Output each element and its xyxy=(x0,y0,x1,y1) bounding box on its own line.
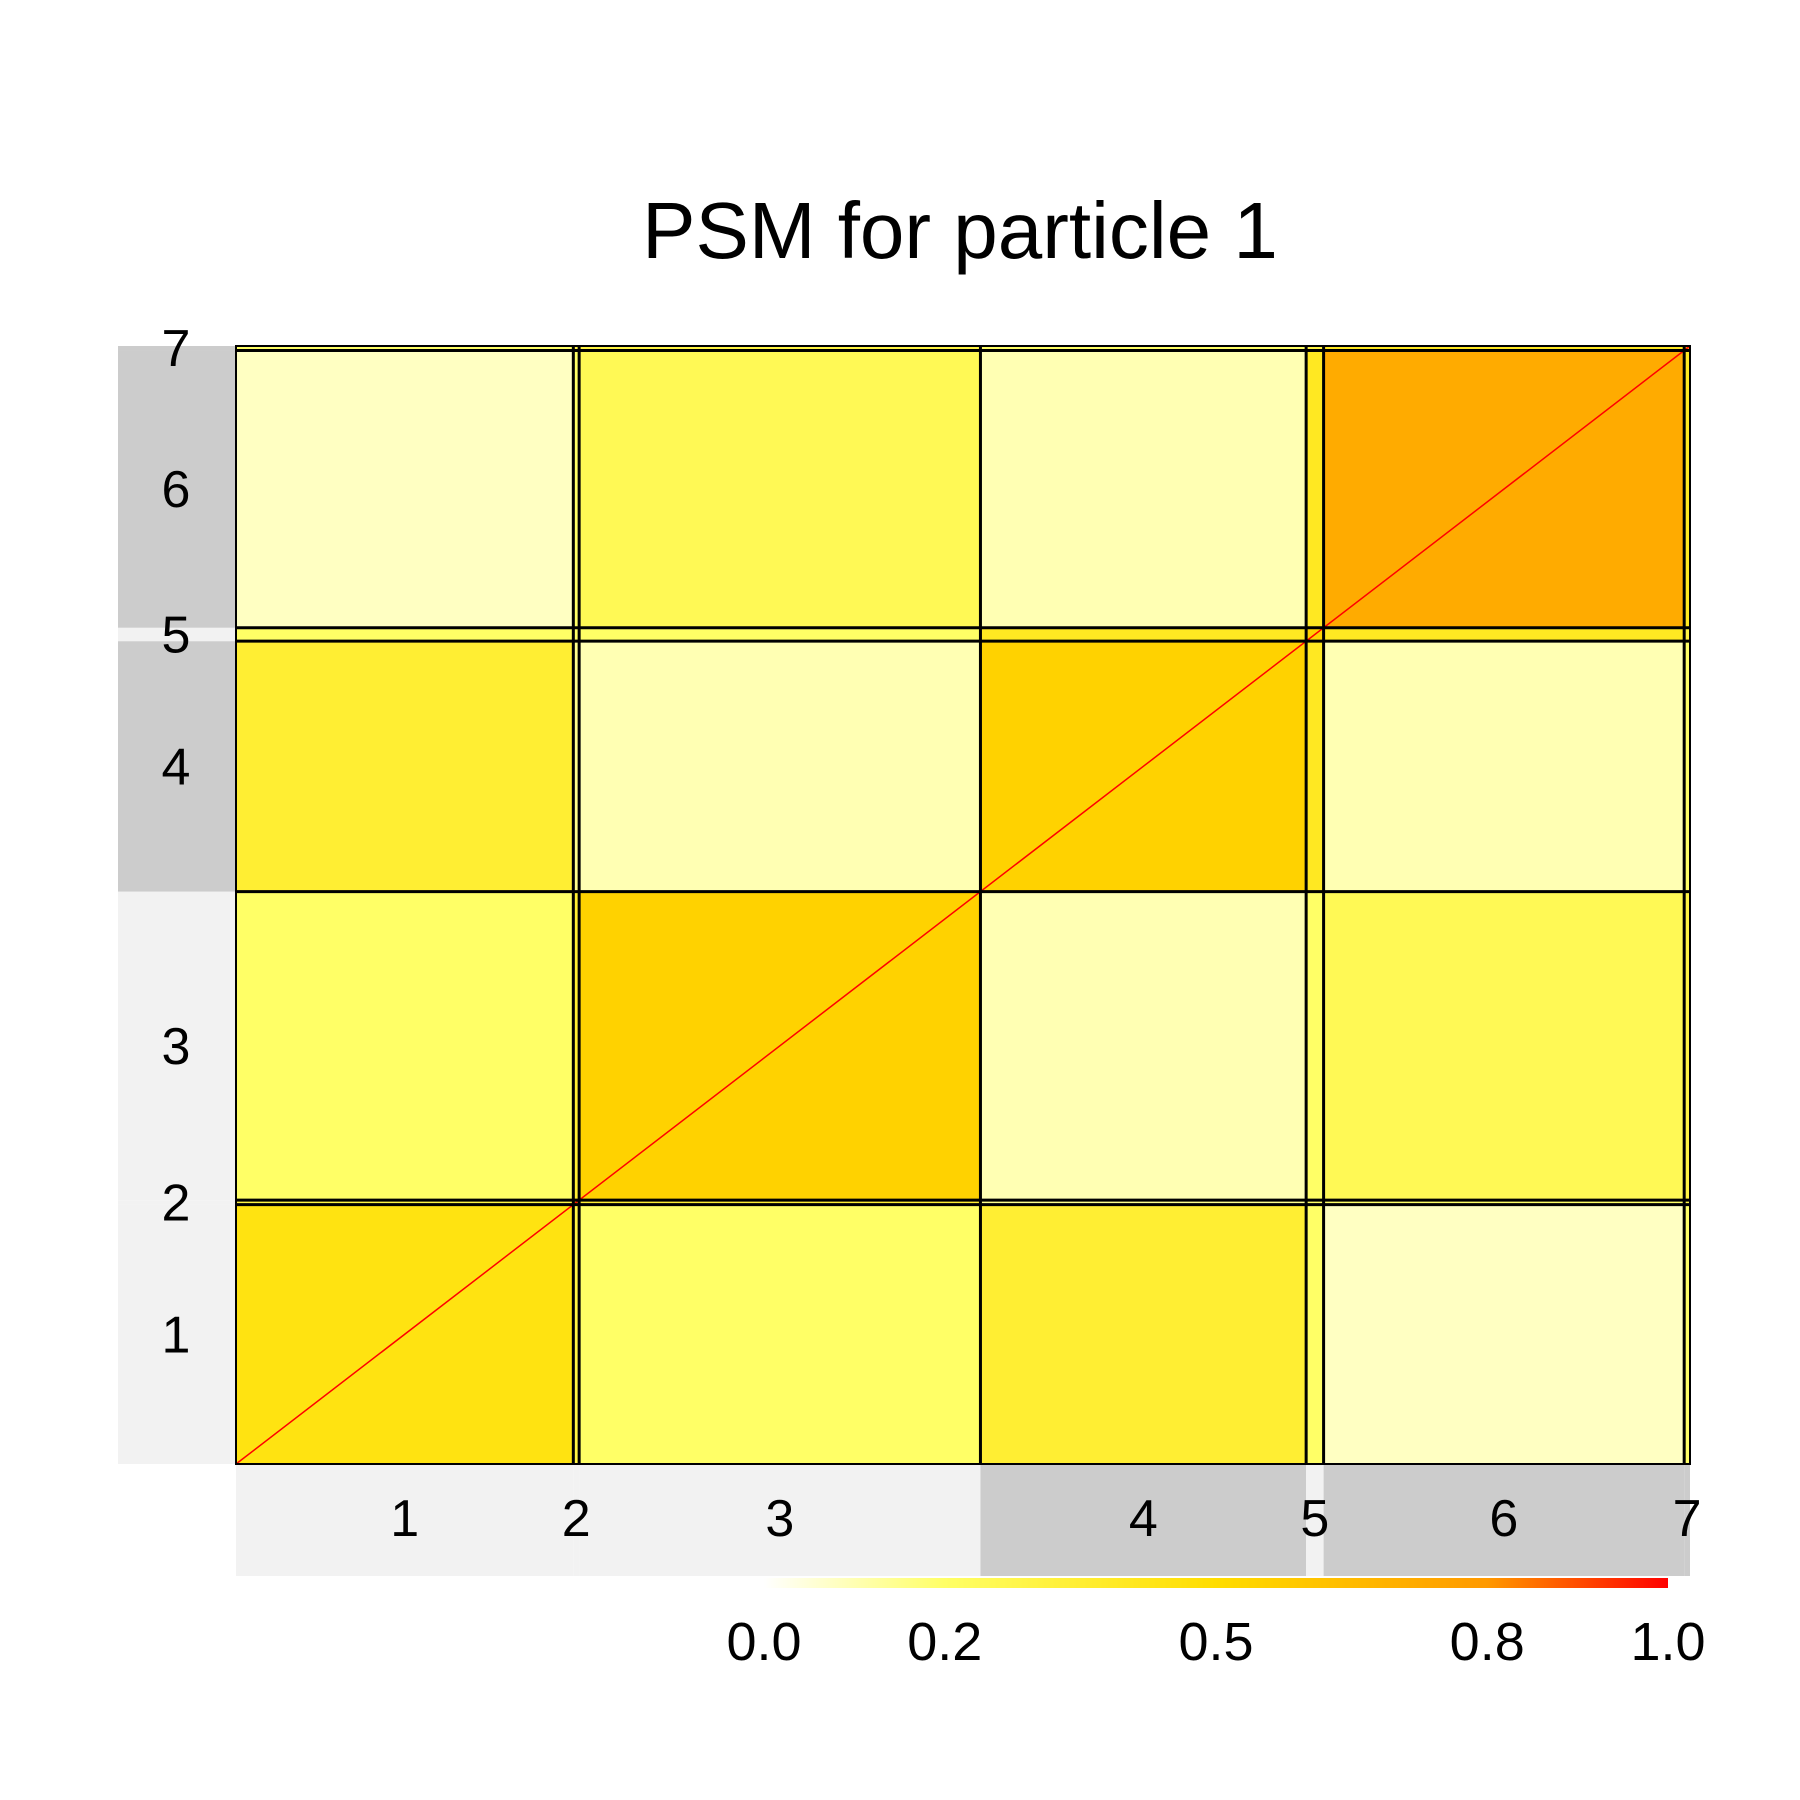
heat-cell-7-6 xyxy=(1684,350,1690,628)
heat-cell-3-1 xyxy=(579,1204,981,1464)
heat-cell-1-7 xyxy=(236,346,574,351)
x-tick-label-1: 1 xyxy=(390,1490,419,1548)
heat-cell-5-4 xyxy=(1306,641,1324,892)
x-strip-cluster-6 xyxy=(1323,1464,1685,1576)
y-strip-cluster-3 xyxy=(118,891,236,1201)
colorbar-gradient xyxy=(764,1578,1668,1588)
y-strip-cluster-5 xyxy=(118,627,236,642)
heat-cell-2-6 xyxy=(573,350,580,628)
heat-cell-6-3 xyxy=(1323,891,1685,1201)
heat-cell-7-4 xyxy=(1684,641,1690,892)
heat-cell-3-5 xyxy=(579,627,981,642)
heat-cell-7-2 xyxy=(1684,1200,1690,1205)
x-tick-label-4: 4 xyxy=(1129,1490,1158,1548)
y-strip-cluster-4 xyxy=(118,641,236,892)
heat-cell-4-2 xyxy=(980,1200,1307,1205)
heat-cell-3-2 xyxy=(579,1200,981,1205)
heat-cell-3-7 xyxy=(579,346,981,351)
x-strip-cluster-7 xyxy=(1684,1464,1690,1576)
heat-cell-4-1 xyxy=(980,1204,1307,1464)
heat-cell-5-7 xyxy=(1306,346,1324,351)
y-strip-cluster-2 xyxy=(118,1200,236,1205)
colorbar-tick-0.0: 0.0 xyxy=(726,1612,801,1672)
x-strip-cluster-3 xyxy=(579,1464,981,1576)
heat-cell-2-1 xyxy=(573,1204,580,1464)
colorbar-tick-0.8: 0.8 xyxy=(1450,1612,1525,1672)
heat-cell-4-7 xyxy=(980,346,1307,351)
heat-cell-2-3 xyxy=(573,891,580,1201)
heat-cell-4-5 xyxy=(980,627,1307,642)
y-cluster-strips xyxy=(118,346,236,1464)
x-tick-label-2: 2 xyxy=(562,1490,591,1548)
y-tick-label-4: 4 xyxy=(162,738,191,796)
x-tick-label-5: 5 xyxy=(1300,1490,1329,1548)
x-tick-label-3: 3 xyxy=(765,1490,794,1548)
heat-cell-1-3 xyxy=(236,891,574,1201)
heat-cell-4-6 xyxy=(980,350,1307,628)
x-tick-label-6: 6 xyxy=(1489,1490,1518,1548)
x-strip-cluster-1 xyxy=(236,1464,574,1576)
cluster-separators xyxy=(235,345,1691,1465)
diagonal-layer xyxy=(235,345,1691,1465)
heat-cell-2-7 xyxy=(573,346,580,351)
y-tick-label-6: 6 xyxy=(162,461,191,519)
heat-cell-1-5 xyxy=(236,627,574,642)
heat-cell-6-1 xyxy=(1323,1204,1685,1464)
y-strip-cluster-6 xyxy=(118,350,236,628)
heat-cell-5-6 xyxy=(1306,350,1324,628)
colorbar: 0.0 0.2 0.5 0.8 1.0 xyxy=(726,1578,1706,1672)
heat-cell-1-6 xyxy=(236,350,574,628)
heat-cell-5-3 xyxy=(1306,891,1324,1201)
chart-title: PSM for particle 1 xyxy=(642,186,1278,275)
heat-cell-6-4 xyxy=(1323,641,1685,892)
y-strip-cluster-1 xyxy=(118,1204,236,1464)
heat-cell-7-1 xyxy=(1684,1204,1690,1464)
heatmap-frame xyxy=(235,345,1691,1465)
colorbar-tick-0.5: 0.5 xyxy=(1178,1612,1253,1672)
y-tick-label-5: 5 xyxy=(162,606,191,664)
y-tick-label-7: 7 xyxy=(162,320,191,378)
heat-cell-3-4 xyxy=(579,641,981,892)
y-cluster-labels: 1 2 3 4 5 6 7 xyxy=(162,320,191,1364)
heat-cell-1-4 xyxy=(236,641,574,892)
heat-cell-7-3 xyxy=(1684,891,1690,1201)
heat-cell-3-6 xyxy=(579,350,981,628)
heat-cell-2-5 xyxy=(573,627,580,642)
x-strip-cluster-4 xyxy=(980,1464,1307,1576)
heat-cell-1-2 xyxy=(236,1200,574,1205)
x-strip-cluster-2 xyxy=(573,1464,580,1576)
y-tick-label-3: 3 xyxy=(162,1018,191,1076)
x-cluster-labels: 1 2 3 4 5 6 7 xyxy=(390,1490,1701,1548)
y-tick-label-2: 2 xyxy=(162,1174,191,1232)
y-strip-cluster-7 xyxy=(118,346,236,351)
y-tick-label-1: 1 xyxy=(162,1306,191,1364)
heat-cell-6-7 xyxy=(1323,346,1685,351)
heat-cell-2-4 xyxy=(573,641,580,892)
x-cluster-strips xyxy=(236,1464,1690,1576)
colorbar-tick-1.0: 1.0 xyxy=(1630,1612,1705,1672)
colorbar-tick-0.2: 0.2 xyxy=(907,1612,982,1672)
heat-cell-6-2 xyxy=(1323,1200,1685,1205)
heat-cell-5-2 xyxy=(1306,1200,1324,1205)
heat-cell-5-1 xyxy=(1306,1204,1324,1464)
diagonal-line xyxy=(235,345,1691,1465)
heat-cell-4-3 xyxy=(980,891,1307,1201)
x-tick-label-7: 7 xyxy=(1673,1490,1702,1548)
heat-cell-6-5 xyxy=(1323,627,1685,642)
x-strip-cluster-5 xyxy=(1306,1464,1324,1576)
heat-cell-7-5 xyxy=(1684,627,1690,642)
